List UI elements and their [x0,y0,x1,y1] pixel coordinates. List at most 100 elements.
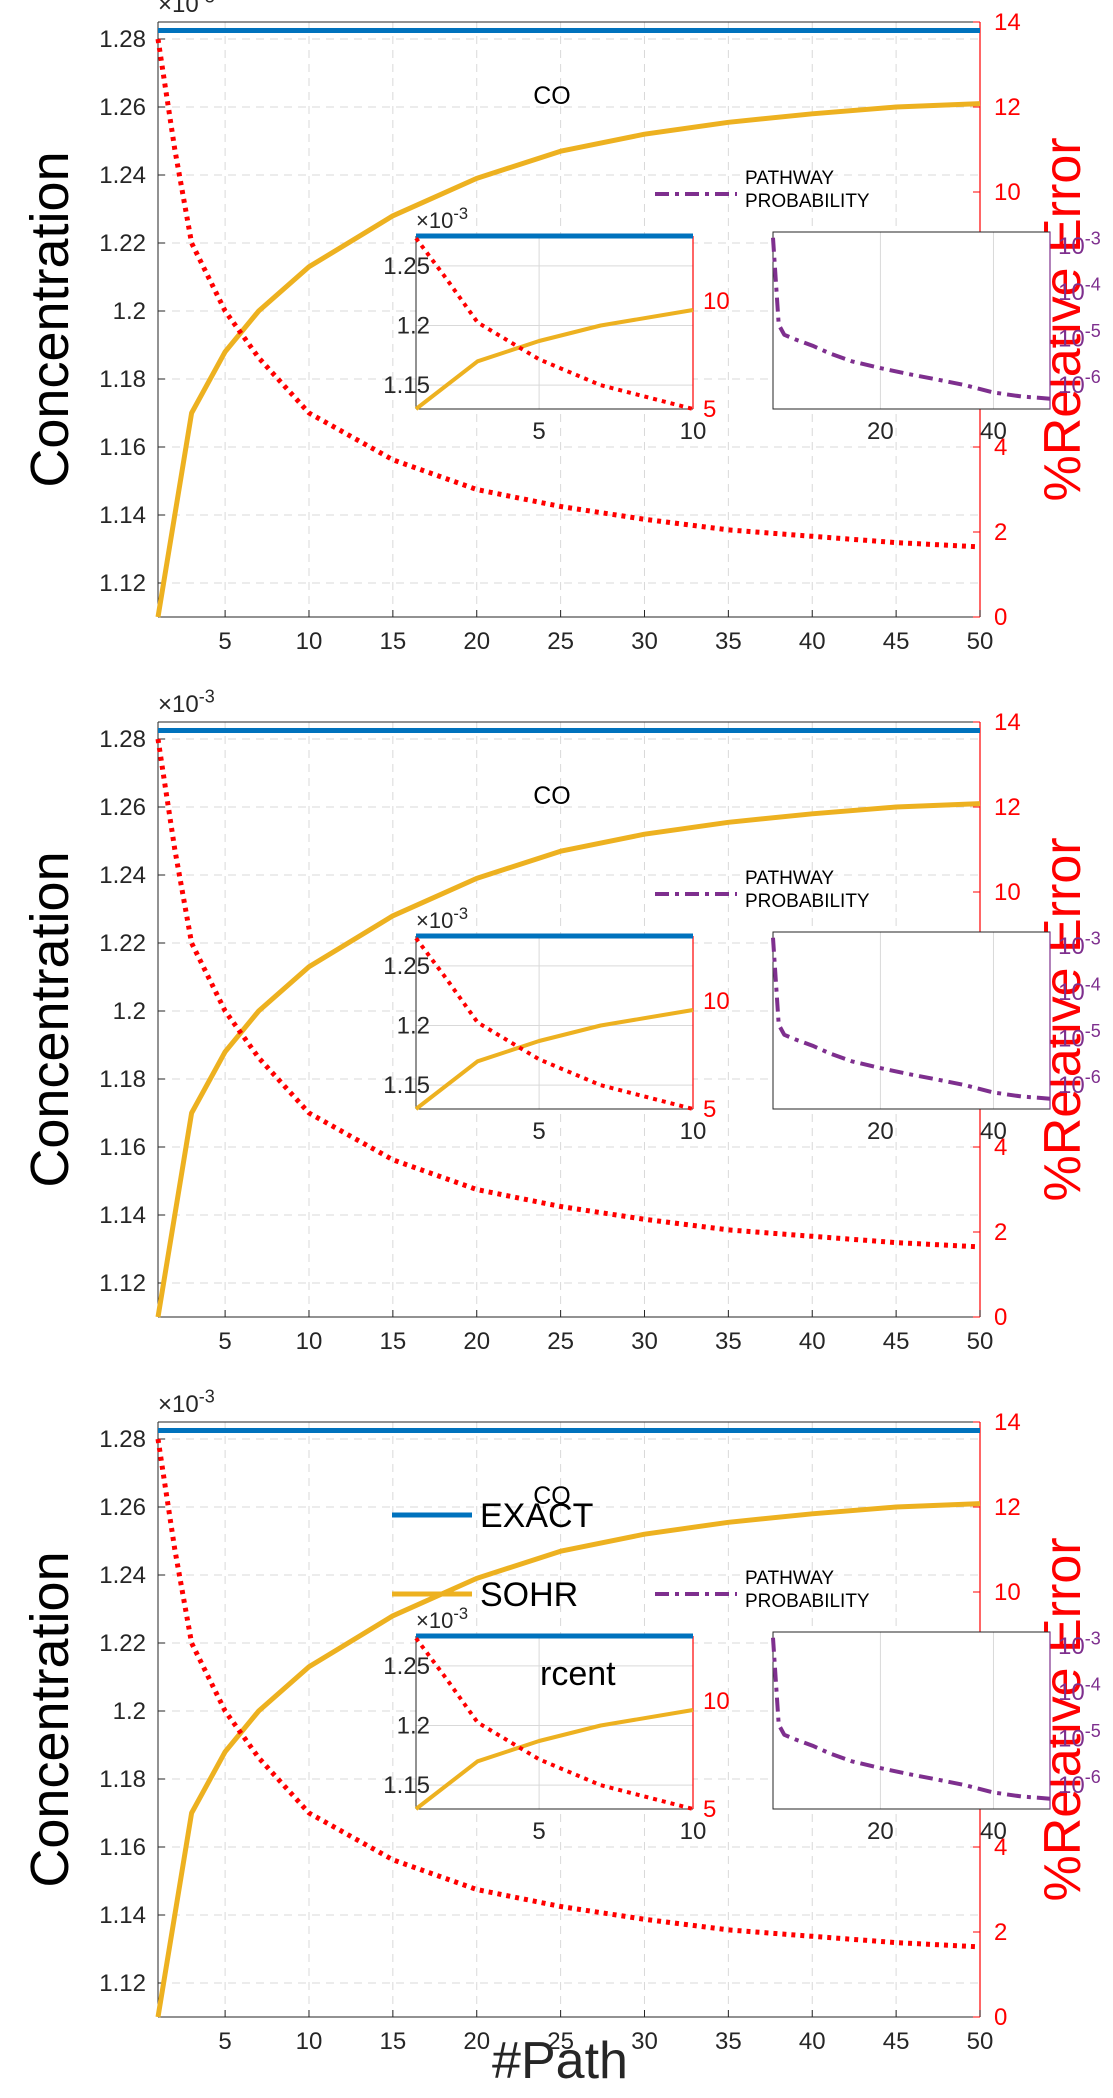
inset-y-left-tick-label: 1.25 [383,1653,430,1680]
inset-y-right-tick-label: 5 [703,1796,716,1823]
inset-background [416,236,693,409]
x-tick-label: 50 [967,628,994,655]
y-left-tick-label: 1.18 [99,1766,146,1793]
x-tick-label: 30 [631,628,658,655]
inset-background [416,1636,693,1809]
y-right-tick-label: 12 [994,94,1021,121]
inset-y-tick-label: 10-6 [1058,1767,1101,1799]
x-tick-label: 30 [631,1328,658,1355]
y-left-tick-label: 1.12 [99,570,146,597]
series-pathway-probability [771,1637,1051,1801]
x-axis-title: #Path [492,2032,628,2090]
legend-pathway-label-2: PROBABILITY [745,891,870,912]
inset-x-tick-label: 5 [532,418,545,445]
inset-y-left-tick-label: 1.15 [383,1772,430,1799]
inset-exponent-label: ×10-3 [416,905,468,933]
y-left-title: Concentration [20,851,80,1187]
inset-x-tick-label: 40 [980,1118,1007,1145]
inset-background [773,232,1050,409]
y-right-tick-label: 10 [994,1579,1021,1606]
legend-pathway-label-2: PROBABILITY [745,1591,870,1612]
y-left-tick-label: 1.2 [113,1698,146,1725]
inset-y-tick-label: 10-6 [1058,367,1101,399]
y-right-tick-label: 2 [994,1219,1007,1246]
panel-middle: 5 10 15 20 25 30 35 40 45 501.121.141.161.181.21.… [20,686,1101,1355]
series-pathway-probability [771,237,1051,401]
x-tick-label: 40 [799,1328,826,1355]
inset-exponent-label: ×10-3 [416,1605,468,1633]
x-tick-label: 10 [296,628,323,655]
y-left-tick-label: 1.24 [99,1562,146,1589]
inset-y-tick-label: 10-3 [1058,928,1101,960]
x-tick-label: 15 [380,628,407,655]
y-right-tick-label: 12 [994,1494,1021,1521]
y-left-tick-label: 1.28 [99,1426,146,1453]
legend-pathway-label-2: PROBABILITY [745,191,870,212]
inset-y-left-tick-label: 1.15 [383,1072,430,1099]
inset-pathway-probability: 20 40 10-3 10-4 10-5 10-6 [771,228,1101,445]
inset-y-tick-label: 10-4 [1058,1675,1101,1707]
x-tick-label: 10 [296,1328,323,1355]
x-tick-label: 35 [715,1328,742,1355]
y-right-tick-label: 4 [994,1134,1007,1161]
y-left-tick-label: 1.28 [99,26,146,53]
legend-main: EXACT SOHR rcent [392,1497,616,1693]
y-left-tick-label: 1.24 [99,862,146,889]
inset-x-tick-label: 20 [867,418,894,445]
inset-background [773,932,1050,1109]
y-left-tick-label: 1.14 [99,502,146,529]
y-left-tick-label: 1.28 [99,726,146,753]
inset-x-tick-label: 10 [680,1118,707,1145]
y-right-tick-label: 12 [994,794,1021,821]
series-relative-error [155,1438,981,1950]
y-left-tick-label: 1.16 [99,1134,146,1161]
y-right-tick-label: 14 [994,1409,1021,1436]
inset-background [416,936,693,1109]
inset-y-right-tick-label: 10 [703,288,730,315]
y-left-tick-label: 1.16 [99,1834,146,1861]
x-tick-label: 50 [967,2028,994,2055]
panel-top: 5 10 15 20 25 30 35 40 45 501.121.141.161.181.21.… [20,0,1101,655]
y-left-title: Concentration [20,1551,80,1887]
legend-pathway-label-1: PATHWAY [745,168,834,189]
y-left-tick-label: 1.12 [99,1270,146,1297]
y-left-tick-label: 1.14 [99,1902,146,1929]
y-left-tick-label: 1.24 [99,162,146,189]
x-tick-label: 20 [463,1328,490,1355]
inset-y-tick-label: 10-6 [1058,1067,1101,1099]
y-left-tick-label: 1.12 [99,1970,146,1997]
inset-x-tick-label: 10 [680,418,707,445]
series-relative-error [155,38,981,550]
y-left-tick-label: 1.22 [99,1630,146,1657]
series-sohr [155,801,981,1318]
x-tick-label: 20 [463,628,490,655]
inset-y-left-tick-label: 1.25 [383,953,430,980]
x-tick-label: 25 [547,2028,574,2055]
x-tick-label: 30 [631,2028,658,2055]
inset-y-left-tick-label: 1.2 [397,1712,430,1739]
x-tick-label: 5 [218,1328,231,1355]
inset-y-tick-label: 10-3 [1058,1628,1101,1660]
y-right-tick-label: 0 [994,2004,1007,2031]
y-right-tick-label: 14 [994,709,1021,736]
inset-y-right-tick-label: 5 [703,1096,716,1123]
inset-pathway-probability: 20 40 10-3 10-4 10-5 10-6 [771,1628,1101,1845]
x-tick-label: 15 [380,2028,407,2055]
inset-y-tick-label: 10-4 [1058,275,1101,307]
y-right-tick-label: 10 [994,879,1021,906]
inset-series-sohr [414,1008,694,1111]
legend-exact-label: EXACT [480,1497,593,1535]
legend-percent-fragment: rcent [540,1655,616,1693]
y-right-tick-label: 10 [994,179,1021,206]
legend-pathway-label-1: PATHWAY [745,868,834,889]
inset-y-tick-label: 10-5 [1058,1721,1101,1753]
inset-x-tick-label: 5 [532,1118,545,1145]
inset-y-tick-label: 10-5 [1058,1021,1101,1053]
species-label: CO [533,1482,571,1510]
x-tick-label: 20 [463,2028,490,2055]
series-sohr [155,101,981,618]
y-right-tick-label: 4 [994,434,1007,461]
inset-series-sohr [414,1708,694,1811]
